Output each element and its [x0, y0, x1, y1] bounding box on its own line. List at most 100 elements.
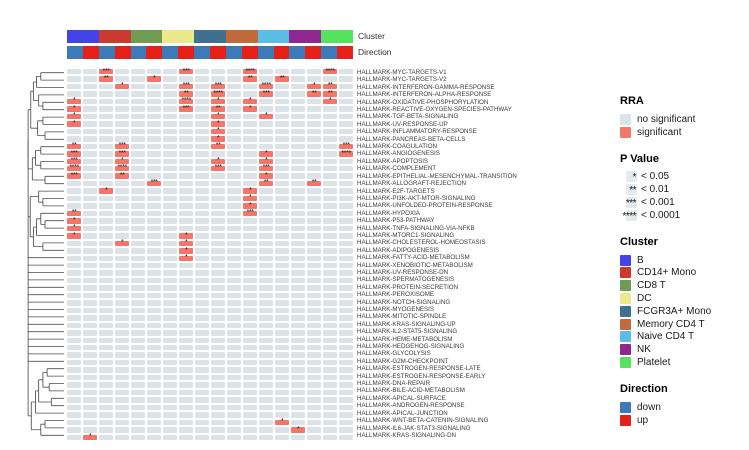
- heatmap-cell: [131, 337, 145, 344]
- heatmap-cell: [83, 397, 97, 403]
- heatmap-cell: *: [259, 148, 273, 157]
- heatmap-cell: [195, 300, 209, 306]
- cluster-annotation-cell: [241, 30, 258, 43]
- heatmap-cell: *: [211, 125, 225, 135]
- heatmap-cell: [211, 412, 225, 418]
- heatmap-cell: [83, 69, 97, 75]
- heatmap-cell: [227, 128, 241, 135]
- heatmap-cell: [83, 121, 97, 127]
- heatmap-cell: [339, 367, 353, 373]
- heatmap-cell: [163, 300, 177, 306]
- heatmap-cell: [211, 345, 225, 351]
- heatmap-cell: [211, 292, 225, 299]
- heatmap-cell: [131, 106, 145, 112]
- row-label: HALLMARK-PANCREAS-BETA-CELLS: [357, 135, 466, 143]
- heatmap-cell: [131, 277, 145, 284]
- heatmap-cell: [227, 76, 241, 82]
- row-label: HALLMARK-PI3K-AKT-MTOR-SIGNALING: [357, 194, 476, 202]
- significance-stars: *: [72, 222, 76, 232]
- pvalue-key-square: [626, 184, 637, 196]
- heatmap-cell: [275, 300, 289, 306]
- heatmap-cell: [67, 307, 81, 314]
- heatmap-cell: [179, 285, 193, 291]
- heatmap-cell: [163, 83, 177, 90]
- heatmap-cell: [195, 143, 209, 150]
- heatmap-cell: [163, 374, 177, 381]
- significance-stars: *: [328, 95, 332, 105]
- heatmap-cell: [323, 397, 337, 403]
- heatmap-cell: [147, 397, 161, 403]
- heatmap-cell: [275, 292, 289, 299]
- heatmap-cell: [227, 158, 241, 164]
- legend-color-swatch: [620, 126, 631, 138]
- direction-annotation-cell: [273, 46, 290, 59]
- heatmap-cell: [243, 330, 257, 336]
- significance-stars: *: [216, 117, 220, 127]
- significance-stars: *: [184, 244, 188, 254]
- row-label: HALLMARK-UV-RESPONSE-UP: [357, 120, 448, 128]
- heatmap-cell: [67, 292, 81, 299]
- legend-pvalue-title: P Value: [620, 152, 659, 165]
- heatmap-cell: [307, 210, 321, 217]
- heatmap-cell: [307, 419, 321, 426]
- heatmap-cell: [147, 285, 161, 291]
- heatmap-cell: [67, 389, 81, 396]
- heatmap-cell: [307, 173, 321, 179]
- row-label: HALLMARK-HEDGEHOG-SIGNALING: [357, 343, 465, 351]
- heatmap-cell: [67, 382, 81, 388]
- row-label: HALLMARK-EPITHELIAL-MESENCHYMAL-TRANSITI…: [357, 172, 517, 180]
- heatmap-cell: [195, 382, 209, 388]
- heatmap-cell: [131, 113, 145, 120]
- heatmap-cell: [227, 188, 241, 194]
- heatmap-cell: [99, 277, 113, 284]
- pvalue-key: *: [620, 171, 637, 183]
- heatmap-cell: [291, 374, 305, 381]
- heatmap-cell: [227, 210, 241, 217]
- heatmap-cell: [131, 419, 145, 426]
- significance-stars: *: [248, 192, 252, 202]
- direction-annotation-cell: [241, 46, 258, 59]
- heatmap-cell: [115, 434, 129, 440]
- heatmap-cell: [179, 315, 193, 321]
- heatmap-cell: [147, 106, 161, 112]
- heatmap-cell: [179, 367, 193, 373]
- heatmap-cell: [323, 128, 337, 135]
- heatmap-cell: [243, 277, 257, 284]
- heatmap-cell: [131, 412, 145, 418]
- heatmap-cell: [339, 300, 353, 306]
- heatmap-cell: [323, 188, 337, 194]
- heatmap-cell: [275, 427, 289, 433]
- heatmap-cell: [227, 225, 241, 232]
- heatmap-cell: [163, 203, 177, 209]
- pvalue-threshold-label: < 0.0001: [641, 209, 681, 221]
- heatmap-cell: *: [243, 186, 257, 194]
- heatmap-cell: [147, 151, 161, 157]
- heatmap-cell: [339, 210, 353, 217]
- legend-cluster-item: FCGR3A+ Mono: [620, 305, 748, 318]
- heatmap-cell: [211, 203, 225, 209]
- significance-stars: *: [216, 125, 220, 135]
- heatmap-cell: [291, 397, 305, 403]
- row-label: HALLMARK-WNT-BETA-CATENIN-SIGNALING: [357, 417, 489, 425]
- significance-stars: *: [72, 102, 76, 112]
- row-label: HALLMARK-REACTIVE-OXYGEN-SPECIES-PATHWAY: [357, 106, 512, 114]
- heatmap-cell: [243, 113, 257, 120]
- heatmap-cell: [307, 315, 321, 321]
- heatmap-cell: [163, 76, 177, 82]
- heatmap-cell: ****: [67, 163, 81, 172]
- heatmap-cell: [115, 419, 129, 426]
- significance-stars: *: [312, 80, 316, 90]
- heatmap-cell: [307, 345, 321, 351]
- heatmap-cell: [163, 121, 177, 127]
- heatmap-cell: [339, 330, 353, 336]
- heatmap-cell: [211, 315, 225, 321]
- heatmap-cell: [83, 188, 97, 194]
- heatmap-cell: [131, 359, 145, 366]
- heatmap-cell: [243, 389, 257, 396]
- heatmap-cell: [323, 195, 337, 202]
- heatmap-cell: [99, 225, 113, 232]
- heatmap-cell: [83, 180, 97, 187]
- significance-stars: **: [327, 80, 333, 90]
- heatmap-cell: [195, 83, 209, 90]
- heatmap-cell: [83, 292, 97, 299]
